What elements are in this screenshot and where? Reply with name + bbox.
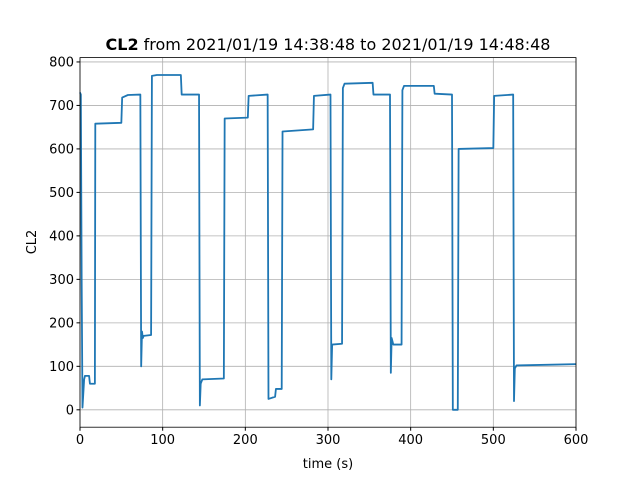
x-tick-label: 200 — [233, 433, 258, 448]
x-tick-label: 500 — [481, 433, 506, 448]
x-tick-label: 0 — [76, 433, 84, 448]
chart-title: CL2 from 2021/01/19 14:38:48 to 2021/01/1… — [106, 35, 551, 54]
y-tick-label: 300 — [49, 273, 74, 288]
plot-frame — [79, 57, 577, 428]
x-axis-label: time (s) — [303, 457, 353, 472]
x-tick-label: 600 — [564, 433, 589, 448]
y-tick-label: 700 — [49, 99, 74, 114]
y-tick-label: 200 — [49, 316, 74, 331]
y-tick-label: 600 — [49, 142, 74, 157]
data-line — [79, 74, 577, 411]
y-tick-label: 500 — [49, 186, 74, 201]
x-tick-label: 100 — [150, 433, 175, 448]
x-tick-label: 300 — [316, 433, 341, 448]
title-text: from 2021/01/19 14:38:48 to 2021/01/19 1… — [144, 35, 551, 54]
y-tick-label: 800 — [49, 55, 74, 70]
y-tick-label: 0 — [66, 403, 74, 418]
y-tick-label: 400 — [49, 229, 74, 244]
y-axis-label: CL2 — [25, 230, 40, 255]
title-bold: CL2 — [106, 35, 139, 54]
x-tick-label: 400 — [398, 433, 423, 448]
y-tick-label: 100 — [49, 360, 74, 375]
